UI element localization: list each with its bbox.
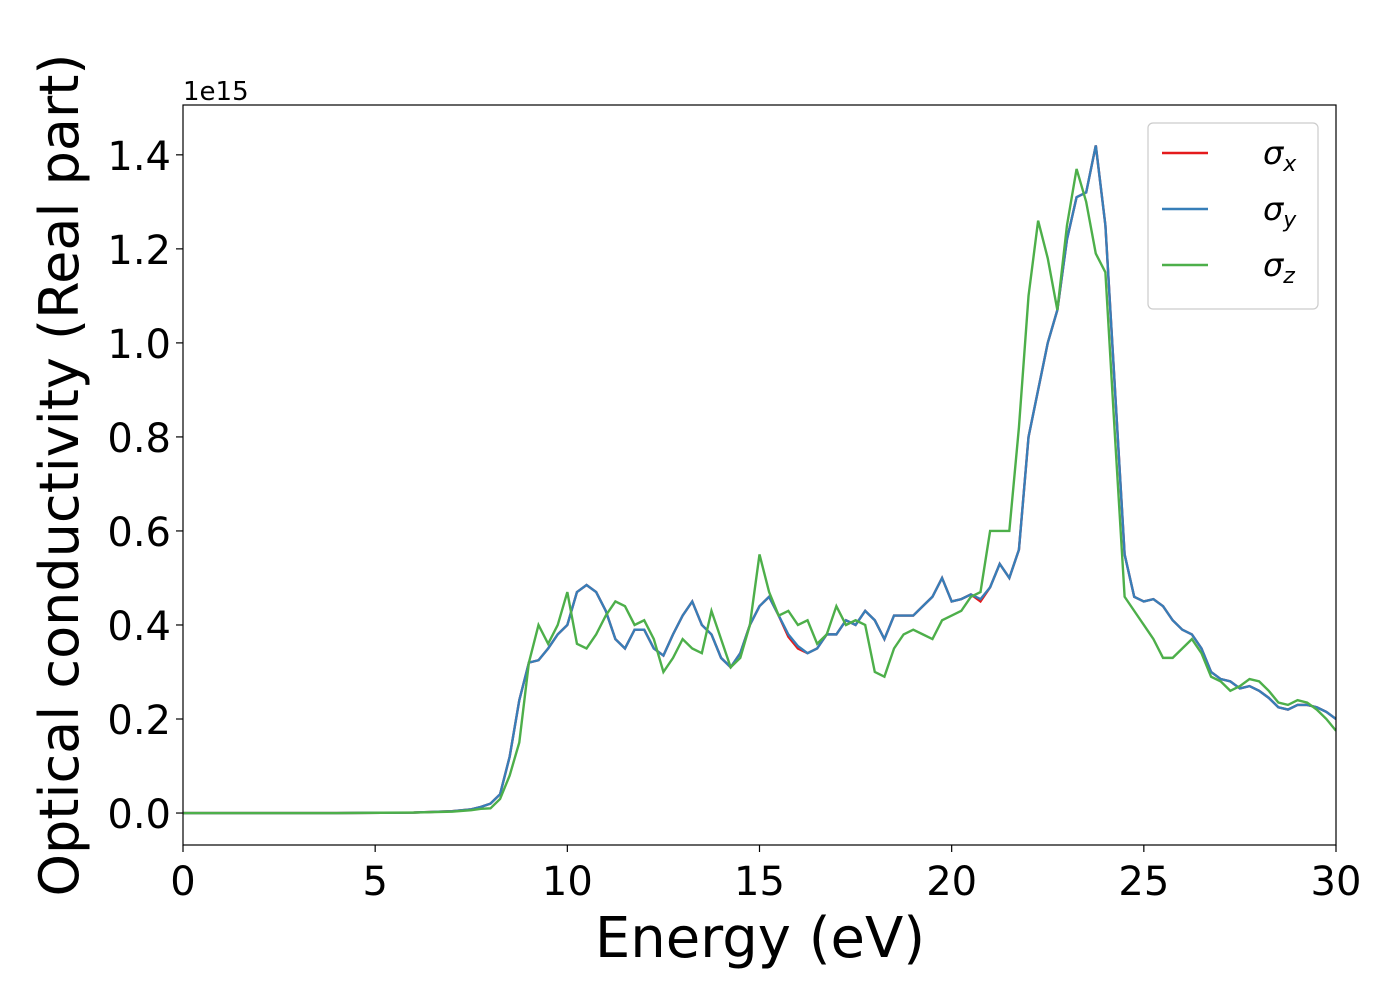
plot-frame [182, 104, 1337, 846]
x-tick-label: 10 [542, 859, 593, 905]
y-tick-label: 0.6 [107, 510, 171, 556]
legend-label: σy [1263, 190, 1297, 233]
series-line [183, 168, 1336, 815]
x-axis-label: Energy (eV) [595, 906, 925, 971]
y-tick-label: 0.4 [107, 604, 171, 650]
x-tick-label: 20 [926, 859, 977, 905]
plot-area [183, 105, 1336, 845]
x-tick-label: 0 [170, 859, 195, 905]
y-axis-label: Optical conductivity (Real part) [28, 54, 91, 897]
y-tick-label: 0.8 [107, 416, 171, 462]
x-tick-label: 30 [1311, 859, 1362, 905]
y-tick-label: 1.2 [107, 228, 171, 274]
x-tick-label: 5 [362, 859, 387, 905]
y-offset-label: 1e15 [183, 77, 249, 107]
x-tick-label: 25 [1118, 859, 1169, 905]
y-tick-label: 1.0 [107, 322, 171, 368]
y-tick-label: 1.4 [107, 134, 171, 180]
y-tick-label: 0.2 [107, 698, 171, 744]
x-tick-label: 15 [734, 859, 785, 905]
series-line [183, 145, 1336, 815]
legend-label: σx [1263, 134, 1297, 177]
legend-box [1147, 122, 1319, 310]
y-tick-label: 0.0 [107, 792, 171, 838]
legend-label: σz [1263, 246, 1295, 289]
